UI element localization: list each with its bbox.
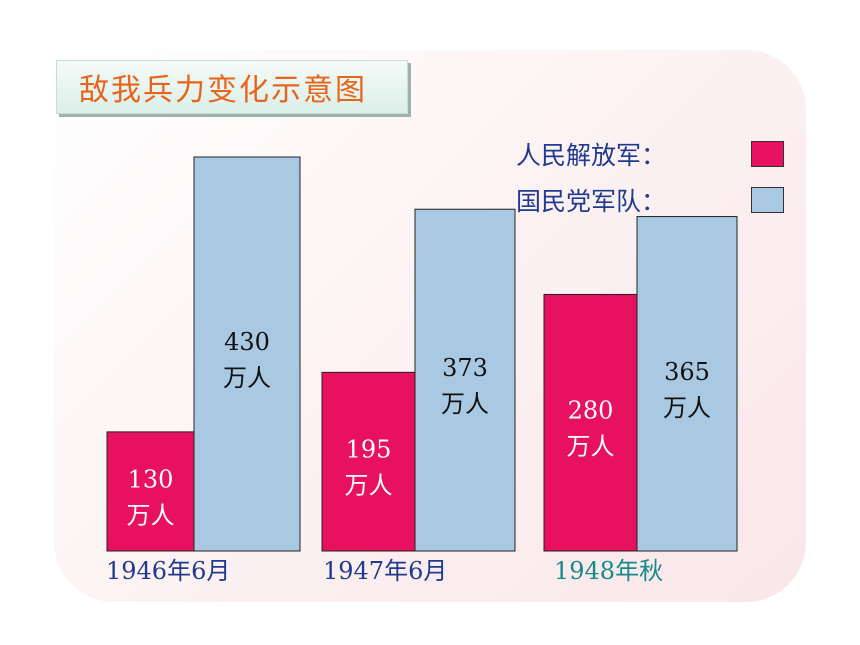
category-label-1: 1947年6月 <box>323 557 447 585</box>
legend-swatch-pla <box>751 141 784 167</box>
bar-unit-kmt-2: 万人 <box>663 394 711 422</box>
legend-swatch-kmt <box>751 187 784 213</box>
bar-value-kmt-0: 430 <box>224 328 270 356</box>
bar-value-pla-2: 280 <box>568 397 614 425</box>
bar-pla-2 <box>543 293 638 552</box>
legend-label-pla: 人民解放军： <box>516 141 667 170</box>
legend-label-kmt: 国民党军队： <box>516 187 667 216</box>
bar-unit-pla-1: 万人 <box>345 472 393 500</box>
bar-value-pla-1: 195 <box>346 436 392 464</box>
bar-kmt-1 <box>414 208 516 552</box>
bar-pla-0 <box>106 431 195 552</box>
bar-unit-kmt-0: 万人 <box>223 364 271 392</box>
bar-value-pla-0: 130 <box>128 465 174 493</box>
bar-unit-kmt-1: 万人 <box>441 390 489 418</box>
bar-value-kmt-1: 373 <box>442 354 488 382</box>
category-label-0: 1946年6月 <box>106 557 230 585</box>
bar-unit-pla-2: 万人 <box>567 433 615 461</box>
bar-value-kmt-2: 365 <box>664 358 710 386</box>
bar-kmt-0 <box>193 156 301 552</box>
chart-title-box: 敌我兵力变化示意图 <box>56 60 408 114</box>
chart-title: 敌我兵力变化示意图 <box>79 73 367 108</box>
category-label-2: 1948年秋 <box>554 557 663 585</box>
bar-kmt-2 <box>636 216 738 552</box>
bar-pla-1 <box>321 371 416 552</box>
bar-unit-pla-0: 万人 <box>127 501 175 529</box>
